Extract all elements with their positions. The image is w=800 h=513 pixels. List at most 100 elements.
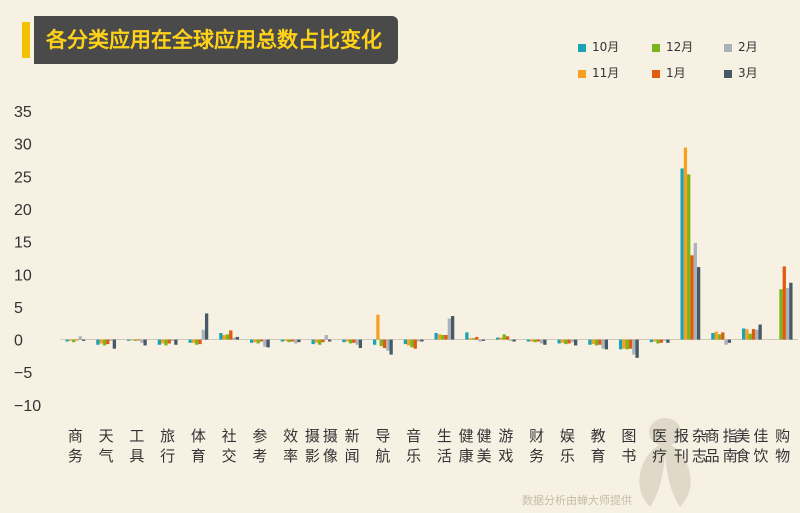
y-tick-label: 35 bbox=[14, 104, 32, 121]
x-category-label: 物 bbox=[775, 447, 790, 465]
bar bbox=[195, 339, 199, 345]
bar bbox=[782, 266, 786, 340]
x-category-label: 音 bbox=[406, 427, 421, 445]
bar bbox=[471, 338, 476, 340]
bar bbox=[201, 329, 205, 340]
bar bbox=[444, 334, 448, 340]
x-category-label: 康 bbox=[459, 447, 474, 465]
bar bbox=[594, 339, 599, 346]
bar bbox=[204, 313, 209, 340]
cicada-watermark-icon bbox=[639, 418, 691, 507]
x-category-label: 活 bbox=[437, 447, 452, 465]
bar bbox=[475, 336, 479, 340]
legend-swatch bbox=[578, 69, 586, 78]
y-tick-label: −5 bbox=[14, 365, 32, 382]
y-tick-label: 10 bbox=[14, 267, 32, 284]
bar bbox=[588, 339, 592, 345]
bar bbox=[140, 339, 144, 343]
bar bbox=[635, 339, 639, 358]
x-category-label: 美 bbox=[735, 427, 750, 445]
bar bbox=[410, 339, 414, 348]
bar bbox=[167, 339, 171, 344]
legend-label: 12月 bbox=[666, 40, 694, 54]
bar bbox=[557, 339, 561, 344]
bar bbox=[526, 339, 531, 342]
x-category-label: 行 bbox=[160, 447, 175, 465]
bar bbox=[536, 339, 540, 342]
bar bbox=[441, 334, 445, 340]
bar bbox=[81, 339, 86, 341]
bar bbox=[758, 324, 762, 340]
x-category-label: 像 bbox=[323, 447, 338, 465]
bar bbox=[235, 336, 240, 340]
bar bbox=[126, 339, 131, 341]
bar bbox=[690, 255, 694, 340]
bar bbox=[170, 339, 175, 341]
bar bbox=[721, 332, 725, 340]
legend-item-mar: 3月 bbox=[724, 64, 758, 81]
bar bbox=[478, 339, 482, 342]
bar bbox=[696, 267, 701, 340]
legend-swatch bbox=[578, 43, 586, 52]
bar bbox=[65, 339, 69, 342]
x-category-label: 天 bbox=[99, 427, 114, 445]
bar bbox=[78, 336, 82, 340]
x-category-label: 乐 bbox=[406, 447, 421, 465]
bar bbox=[560, 339, 565, 343]
x-category-label: 交 bbox=[222, 447, 237, 465]
bar bbox=[342, 339, 346, 343]
bar bbox=[266, 339, 270, 348]
bar bbox=[293, 339, 298, 344]
x-category-label: 生 bbox=[437, 427, 452, 445]
bar bbox=[355, 339, 359, 345]
bar bbox=[649, 339, 654, 343]
x-category-label: 刊 bbox=[674, 447, 689, 465]
bar bbox=[505, 336, 510, 340]
bar bbox=[386, 339, 390, 351]
bar bbox=[447, 318, 451, 340]
x-category-label: 率 bbox=[283, 447, 298, 465]
legend: 10月 12月 2月 11月 1月 3月 bbox=[578, 38, 778, 82]
legend-label: 1月 bbox=[666, 66, 686, 80]
bar bbox=[68, 339, 73, 341]
bar bbox=[543, 339, 547, 345]
bar bbox=[601, 339, 605, 349]
bar bbox=[403, 339, 408, 345]
bar bbox=[219, 333, 223, 340]
x-category-label: 指 bbox=[723, 427, 738, 445]
bar bbox=[96, 339, 100, 345]
legend-label: 10月 bbox=[592, 40, 620, 54]
title-accent-bar bbox=[22, 22, 30, 58]
legend-swatch bbox=[724, 69, 732, 78]
x-category-label: 旅 bbox=[160, 427, 175, 445]
bar bbox=[389, 339, 393, 355]
bar bbox=[161, 339, 165, 344]
bar bbox=[714, 331, 718, 340]
bar bbox=[570, 339, 574, 343]
bar bbox=[567, 339, 571, 344]
bar bbox=[632, 339, 636, 355]
x-category-label: 参 bbox=[252, 427, 267, 445]
x-category-label: 工 bbox=[129, 427, 144, 445]
bar bbox=[358, 339, 363, 349]
bar bbox=[297, 339, 301, 343]
bar bbox=[259, 339, 264, 342]
x-category-label: 志 bbox=[692, 447, 707, 465]
legend-label: 2月 bbox=[738, 40, 758, 54]
legend-swatch bbox=[724, 43, 732, 52]
x-category-label: 饮 bbox=[753, 447, 768, 465]
x-category-label: 娱 bbox=[560, 427, 575, 445]
bar bbox=[407, 339, 411, 346]
legend-item-feb: 2月 bbox=[724, 38, 758, 55]
x-category-label: 商 bbox=[705, 427, 720, 445]
x-category-label: 乐 bbox=[560, 447, 575, 465]
bar bbox=[468, 338, 472, 340]
bar bbox=[495, 337, 500, 340]
x-category-label: 杂 bbox=[692, 427, 707, 445]
x-category-label: 食 bbox=[735, 447, 750, 465]
bar bbox=[533, 339, 537, 343]
bar bbox=[502, 334, 506, 340]
bar bbox=[622, 339, 626, 349]
bar bbox=[450, 316, 455, 340]
bar bbox=[352, 339, 356, 343]
